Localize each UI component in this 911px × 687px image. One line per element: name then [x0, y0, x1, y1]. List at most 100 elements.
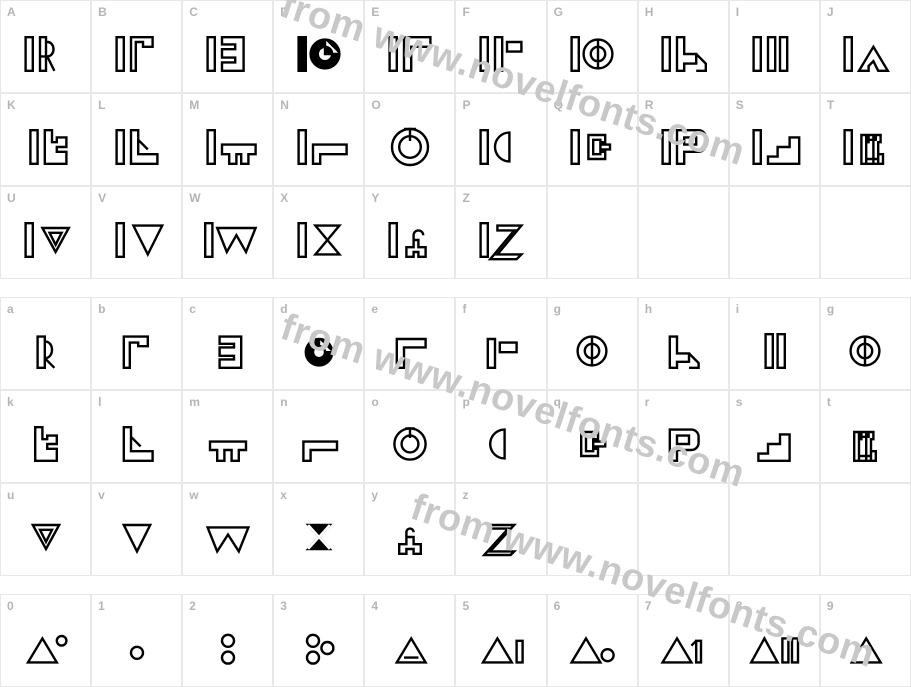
- glyph-cell: G: [547, 0, 638, 93]
- glyph: [380, 331, 440, 371]
- glyph-row: abcdefghig: [0, 297, 911, 390]
- glyph: [107, 628, 167, 668]
- glyph: [562, 331, 622, 371]
- glyph-cell: A: [0, 0, 91, 93]
- glyph-cell: K: [0, 93, 91, 186]
- glyph-cell: i: [729, 297, 820, 390]
- glyph-cell: 8: [729, 594, 820, 687]
- cell-label: 6: [554, 599, 561, 613]
- glyph: [562, 127, 622, 167]
- glyph-cell: I: [729, 0, 820, 93]
- cell-label: I: [736, 5, 739, 19]
- glyph: [471, 34, 531, 74]
- glyph-row: klmnopqrst: [0, 390, 911, 483]
- glyph-cell: C: [182, 0, 273, 93]
- glyph-cell: D: [273, 0, 364, 93]
- cell-label: g: [827, 302, 834, 316]
- glyph: [744, 34, 804, 74]
- cell-label: F: [462, 5, 469, 19]
- glyph-row: UVWXYZ: [0, 186, 911, 279]
- cell-label: K: [7, 98, 16, 112]
- cell-label: N: [280, 98, 289, 112]
- glyph-cell: 7: [638, 594, 729, 687]
- glyph-cell: [547, 186, 638, 279]
- glyph: [562, 628, 622, 668]
- glyph-cell: E: [364, 0, 455, 93]
- cell-label: r: [645, 395, 650, 409]
- glyph: [380, 34, 440, 74]
- glyph-cell: w: [182, 483, 273, 576]
- cell-label: g: [554, 302, 561, 316]
- cell-label: L: [98, 98, 105, 112]
- glyph-cell: y: [364, 483, 455, 576]
- glyph: [653, 127, 713, 167]
- glyph: [835, 127, 895, 167]
- glyph: [289, 220, 349, 260]
- glyph: [471, 517, 531, 557]
- glyph: [16, 331, 76, 371]
- cell-label: Q: [554, 98, 563, 112]
- glyph: [198, 331, 258, 371]
- glyph-cell: f: [455, 297, 546, 390]
- glyph-cell: l: [91, 390, 182, 483]
- glyph-cell: J: [820, 0, 911, 93]
- cell-label: O: [371, 98, 380, 112]
- cell-label: o: [371, 395, 378, 409]
- cell-label: c: [189, 302, 196, 316]
- cell-label: P: [462, 98, 470, 112]
- glyph: [289, 127, 349, 167]
- glyph-cell: m: [182, 390, 273, 483]
- glyph: [107, 127, 167, 167]
- cell-label: D: [280, 5, 289, 19]
- glyph: [744, 424, 804, 464]
- cell-label: R: [645, 98, 654, 112]
- glyph-cell: F: [455, 0, 546, 93]
- glyph: [198, 127, 258, 167]
- glyph-cell: 6: [547, 594, 638, 687]
- cell-label: U: [7, 191, 16, 205]
- glyph: [107, 517, 167, 557]
- glyph-cell: r: [638, 390, 729, 483]
- glyph-cell: 9: [820, 594, 911, 687]
- glyph-cell: x: [273, 483, 364, 576]
- cell-label: p: [462, 395, 469, 409]
- glyph-cell: z: [455, 483, 546, 576]
- cell-label: 4: [371, 599, 378, 613]
- glyph: [107, 424, 167, 464]
- glyph: [380, 517, 440, 557]
- glyph-cell: o: [364, 390, 455, 483]
- glyph-row: KLMNOPQRST: [0, 93, 911, 186]
- glyph: [471, 127, 531, 167]
- glyph-cell: k: [0, 390, 91, 483]
- glyph-cell: n: [273, 390, 364, 483]
- glyph-row: 0123456789: [0, 594, 911, 687]
- glyph-cell: e: [364, 297, 455, 390]
- glyph: [471, 220, 531, 260]
- glyph-cell: 0: [0, 594, 91, 687]
- cell-label: d: [280, 302, 287, 316]
- glyph-cell: 3: [273, 594, 364, 687]
- cell-label: C: [189, 5, 198, 19]
- glyph: [107, 331, 167, 371]
- glyph: [289, 331, 349, 371]
- cell-label: b: [98, 302, 105, 316]
- cell-label: s: [736, 395, 743, 409]
- cell-label: v: [98, 488, 105, 502]
- glyph-cell: [729, 483, 820, 576]
- cell-label: M: [189, 98, 199, 112]
- glyph: [16, 424, 76, 464]
- glyph: [835, 34, 895, 74]
- glyph-cell: q: [547, 390, 638, 483]
- glyph-cell: M: [182, 93, 273, 186]
- glyph: [653, 331, 713, 371]
- glyph: [198, 424, 258, 464]
- glyph-cell: U: [0, 186, 91, 279]
- glyph-cell: L: [91, 93, 182, 186]
- glyph-cell: [820, 186, 911, 279]
- cell-label: 0: [7, 599, 14, 613]
- glyph: [198, 220, 258, 260]
- cell-label: w: [189, 488, 198, 502]
- glyph: [653, 628, 713, 668]
- cell-label: W: [189, 191, 200, 205]
- cell-label: k: [7, 395, 14, 409]
